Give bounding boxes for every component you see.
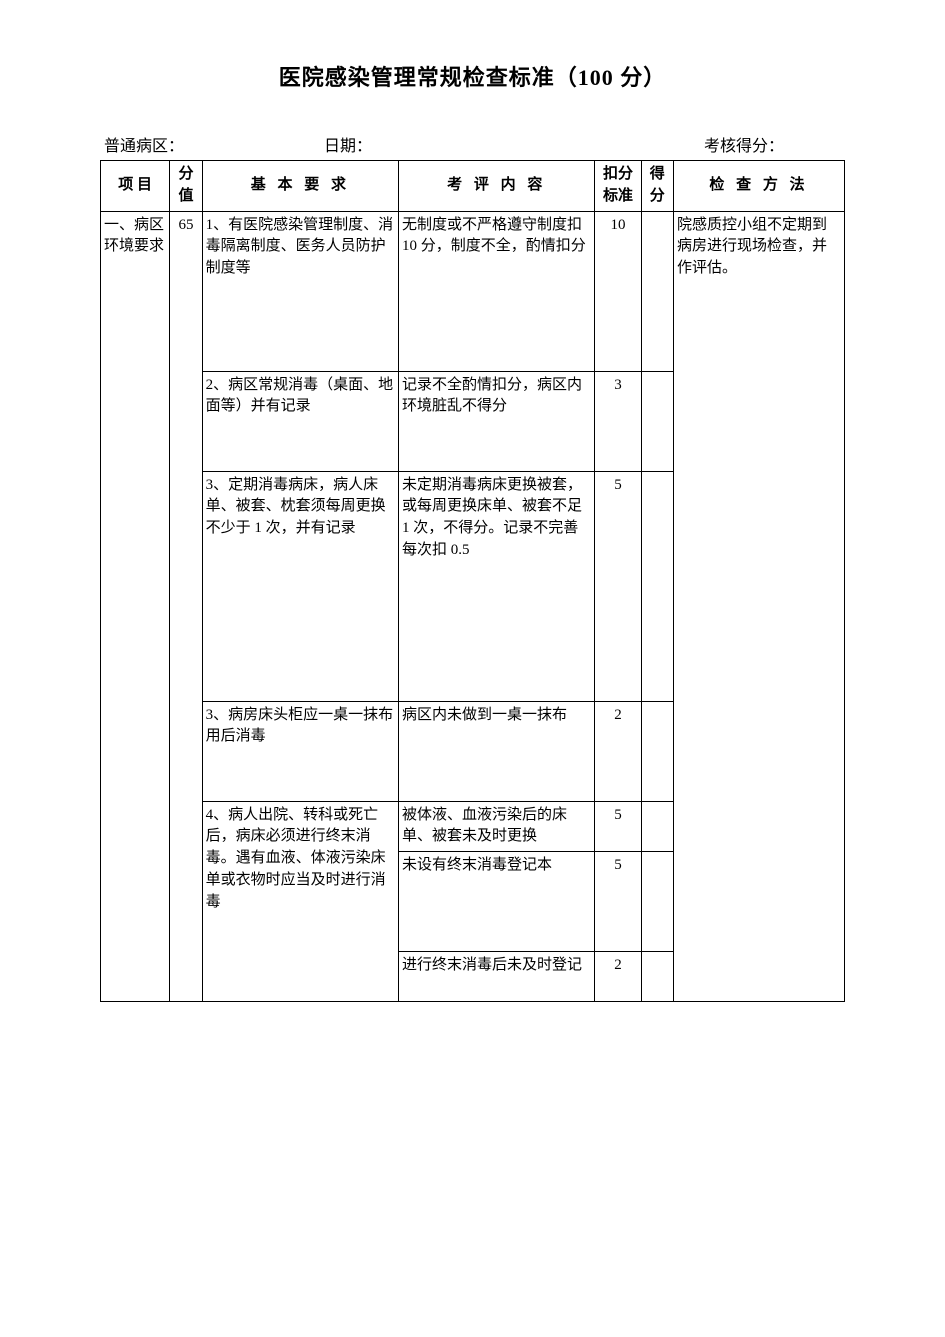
deduction-cell: 5 <box>595 801 641 852</box>
col-method: 检 查 方 法 <box>673 161 844 212</box>
deduction-cell: 3 <box>595 371 641 471</box>
deduction-cell: 5 <box>595 852 641 952</box>
score-cell <box>641 371 673 471</box>
deduction-cell: 5 <box>595 471 641 701</box>
meta-score-label: 考核得分： <box>644 132 841 156</box>
deduction-cell: 2 <box>595 701 641 801</box>
score-cell <box>641 952 673 1002</box>
score-cell <box>641 211 673 371</box>
table-body: 一、病区环境要求 65 1、有医院感染管理制度、消毒隔离制度、医务人员防护制度等… <box>101 211 845 1002</box>
score-cell <box>641 471 673 701</box>
requirement-cell: 2、病区常规消毒（桌面、地面等）并有记录 <box>202 371 398 471</box>
col-evaluation: 考 评 内 容 <box>399 161 595 212</box>
requirement-cell: 3、病房床头柜应一桌一抹布用后消毒 <box>202 701 398 801</box>
evaluation-cell: 未设有终末消毒登记本 <box>399 852 595 952</box>
table-row: 一、病区环境要求 65 1、有医院感染管理制度、消毒隔离制度、医务人员防护制度等… <box>101 211 845 371</box>
col-item: 项 目 <box>101 161 170 212</box>
evaluation-cell: 进行终末消毒后未及时登记 <box>399 952 595 1002</box>
meta-date-label: 日期： <box>324 132 644 156</box>
deduction-cell: 10 <box>595 211 641 371</box>
section-points-cell: 65 <box>170 211 202 1002</box>
col-requirement: 基 本 要 求 <box>202 161 398 212</box>
requirement-cell: 4、病人出院、转科或死亡后，病床必须进行终末消毒。遇有血液、体液污染床单或衣物时… <box>202 801 398 1002</box>
col-score: 得分 <box>641 161 673 212</box>
section-name-cell: 一、病区环境要求 <box>101 211 170 1002</box>
requirement-cell: 3、定期消毒病床，病人床单、被套、枕套须每周更换不少于 1 次，并有记录 <box>202 471 398 701</box>
evaluation-cell: 被体液、血液污染后的床单、被套未及时更换 <box>399 801 595 852</box>
evaluation-cell: 病区内未做到一桌一抹布 <box>399 701 595 801</box>
col-deduction: 扣分标准 <box>595 161 641 212</box>
evaluation-cell: 无制度或不严格遵守制度扣 10 分，制度不全，酌情扣分 <box>399 211 595 371</box>
meta-row: 普通病区： 日期： 考核得分： <box>100 132 845 156</box>
col-points: 分值 <box>170 161 202 212</box>
deduction-cell: 2 <box>595 952 641 1002</box>
table-header: 项 目 分值 基 本 要 求 考 评 内 容 扣分标准 得分 检 查 方 法 <box>101 161 845 212</box>
meta-ward-label: 普通病区： <box>104 132 324 156</box>
evaluation-cell: 未定期消毒病床更换被套，或每周更换床单、被套不足 1 次，不得分。记录不完善每次… <box>399 471 595 701</box>
requirement-cell: 1、有医院感染管理制度、消毒隔离制度、医务人员防护制度等 <box>202 211 398 371</box>
method-cell: 院感质控小组不定期到病房进行现场检查，并作评估。 <box>673 211 844 1002</box>
score-cell <box>641 852 673 952</box>
score-cell <box>641 801 673 852</box>
inspection-table: 项 目 分值 基 本 要 求 考 评 内 容 扣分标准 得分 检 查 方 法 一… <box>100 160 845 1002</box>
evaluation-cell: 记录不全酌情扣分，病区内环境脏乱不得分 <box>399 371 595 471</box>
page-title: 医院感染管理常规检查标准（100 分） <box>100 60 845 92</box>
score-cell <box>641 701 673 801</box>
